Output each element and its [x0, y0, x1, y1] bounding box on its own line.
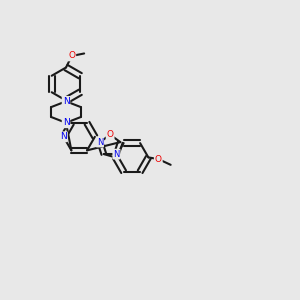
Text: O: O: [155, 154, 162, 164]
Text: N: N: [113, 150, 120, 159]
Text: O: O: [68, 51, 75, 60]
Text: N: N: [97, 138, 103, 147]
Text: N: N: [63, 118, 69, 127]
Text: N: N: [63, 97, 69, 106]
Text: N: N: [60, 132, 67, 141]
Text: O: O: [106, 130, 114, 139]
